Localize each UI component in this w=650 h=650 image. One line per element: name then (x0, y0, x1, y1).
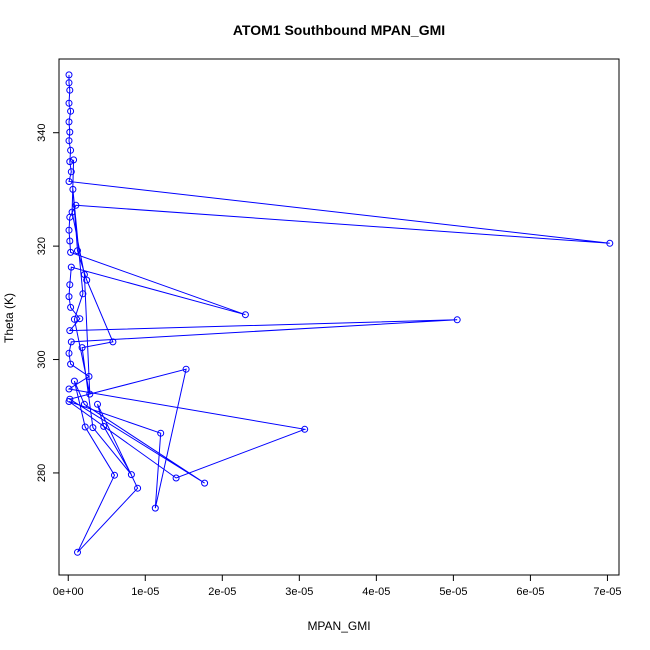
data-point (78, 344, 86, 352)
data-point (67, 168, 75, 176)
series-line (67, 74, 610, 553)
data-point (65, 178, 73, 185)
data-point (65, 293, 73, 301)
data-point (69, 185, 77, 193)
y-tick-label: 320 (36, 237, 48, 255)
x-tick-label: 3e-05 (285, 586, 313, 598)
y-axis-label: Theta (K) (2, 293, 16, 343)
data-point (67, 338, 75, 346)
data-point (67, 303, 75, 311)
x-axis-label: MPAN_GMI (307, 619, 370, 633)
data-point (241, 311, 249, 319)
data-point (65, 137, 73, 145)
data-point (65, 226, 73, 234)
x-tick-label: 1e-05 (131, 586, 159, 598)
data-point (111, 471, 118, 479)
data-point (67, 248, 75, 256)
data-point (66, 128, 74, 136)
x-tick-label: 5e-05 (439, 586, 467, 598)
data-point (66, 86, 74, 94)
x-tick-label: 0e+00 (53, 586, 84, 598)
data-point (68, 208, 76, 216)
x-tick-label: 4e-05 (362, 586, 390, 598)
data-point (301, 425, 309, 433)
data-point (65, 385, 73, 393)
x-tick-label: 6e-05 (516, 586, 544, 598)
data-point (100, 422, 108, 430)
data-point (70, 156, 78, 164)
data-point (89, 424, 97, 432)
data-point (74, 548, 81, 556)
data-point (134, 484, 142, 492)
data-point (182, 365, 190, 373)
data-point (65, 349, 73, 357)
data-point (66, 158, 74, 166)
series-points (65, 71, 614, 556)
data-point (67, 360, 75, 368)
y-tick-label: 280 (36, 464, 48, 482)
data-point (70, 315, 78, 323)
data-point (151, 504, 159, 512)
data-point (65, 71, 73, 79)
data-point (70, 377, 78, 385)
data-point (453, 316, 461, 324)
data-point (74, 247, 81, 255)
data-point (67, 263, 75, 271)
data-point (72, 201, 80, 209)
data-point (172, 474, 180, 482)
data-point (65, 99, 73, 107)
data-point (606, 239, 614, 247)
x-axis: 0e+00 1e-05 2e-05 3e-05 4e-05 5e-05 6e-05 7e-05 (53, 574, 622, 598)
data-point (67, 107, 75, 115)
y-tick-label: 300 (36, 350, 48, 368)
data-point (85, 373, 93, 380)
data-point (67, 146, 75, 154)
data-point (79, 290, 87, 298)
x-tick-label: 2e-05 (208, 586, 236, 598)
data-point (65, 118, 73, 126)
data-point (86, 390, 94, 398)
data-point (66, 327, 74, 335)
data-point (127, 471, 135, 479)
data-point (201, 479, 209, 487)
y-axis: 280 300 320 340 (36, 124, 60, 482)
data-point (94, 400, 101, 408)
y-tick-label: 340 (36, 124, 48, 142)
data-point (66, 237, 74, 245)
data-point (157, 429, 165, 437)
x-tick-label: 7e-05 (593, 586, 621, 598)
data-point (66, 281, 74, 289)
chart-title: ATOM1 Southbound MPAN_GMI (233, 22, 445, 38)
data-point (66, 395, 74, 403)
data-point (65, 79, 73, 87)
data-point (109, 338, 117, 346)
series-lines (67, 74, 610, 553)
data-point (76, 315, 84, 323)
data-point (80, 400, 88, 408)
data-point (80, 271, 88, 278)
data-point (81, 423, 89, 431)
